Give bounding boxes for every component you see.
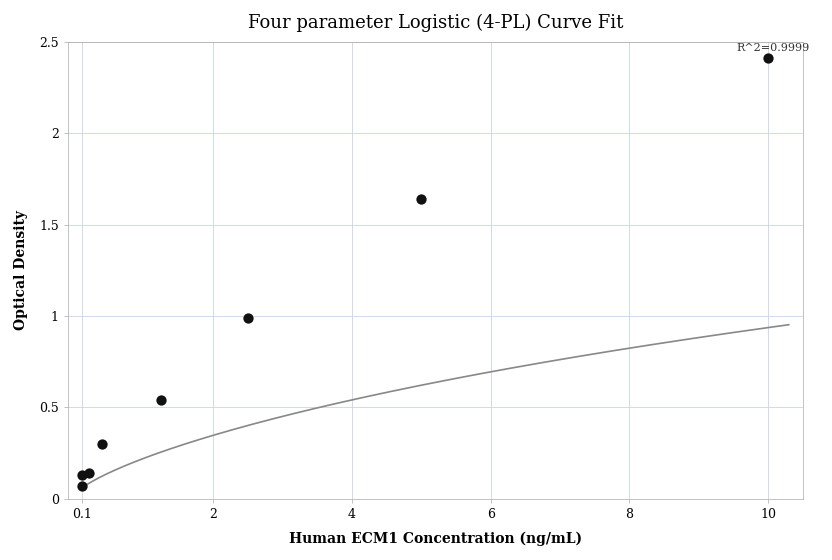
X-axis label: Human ECM1 Concentration (ng/mL): Human ECM1 Concentration (ng/mL) xyxy=(289,532,582,546)
Title: Four parameter Logistic (4-PL) Curve Fit: Four parameter Logistic (4-PL) Curve Fit xyxy=(248,14,623,32)
Point xyxy=(96,439,109,448)
Point xyxy=(75,470,88,479)
Text: R^2=0.9999: R^2=0.9999 xyxy=(737,43,810,53)
Point xyxy=(241,313,255,322)
Point xyxy=(155,395,168,404)
Point xyxy=(761,54,775,63)
Point xyxy=(82,469,95,478)
Y-axis label: Optical Density: Optical Density xyxy=(14,211,28,330)
Point xyxy=(75,481,88,490)
Point xyxy=(414,195,428,204)
